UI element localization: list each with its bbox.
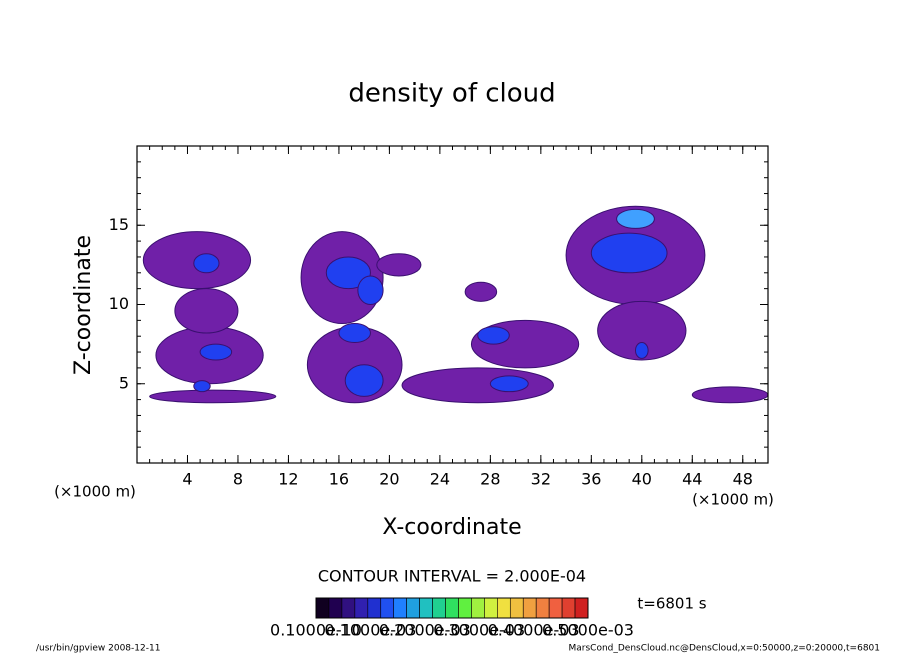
x-tick-label: 12: [278, 470, 298, 489]
y-tick-label: 10: [109, 294, 129, 313]
colorbar-swatch: [548, 597, 563, 619]
cloud-region: [338, 323, 371, 344]
x-tick-label: 48: [733, 470, 753, 489]
colorbar-swatch: [367, 597, 382, 619]
colorbar-swatch: [561, 597, 576, 619]
x-axis-title: X-coordinate: [382, 515, 521, 540]
x-tick-label: 44: [682, 470, 702, 489]
colorbar-swatch: [484, 597, 498, 619]
colorbar-swatch: [458, 597, 472, 619]
colorbar-label: 0.2000e-03: [379, 621, 471, 640]
colorbar-swatch: [445, 597, 459, 619]
x-tick-label: 32: [531, 470, 551, 489]
cloud-region: [597, 300, 687, 361]
cloud-region: [357, 275, 384, 305]
colorbar-swatch: [497, 597, 511, 619]
colorbar-swatch: [328, 597, 343, 619]
cloud-region: [489, 375, 529, 393]
x-tick-label: 40: [632, 470, 652, 489]
cloud-region: [590, 232, 668, 274]
footer-right: MarsCond_DensCloud.nc@DensCloud,x=0:5000…: [569, 644, 881, 654]
colorbar-swatch: [393, 597, 407, 619]
colorbar-swatch: [509, 597, 524, 619]
colorbar-swatch: [341, 597, 356, 619]
y-tick-label: 5: [119, 373, 129, 392]
colorbar-label: 0.5000e-03: [542, 621, 634, 640]
cloud-region: [464, 281, 498, 302]
y-unit: (×1000 m): [54, 483, 136, 501]
cloud-region: [401, 367, 554, 404]
contour-interval: CONTOUR INTERVAL = 2.000E-04: [318, 567, 586, 586]
cloud-region: [193, 253, 220, 274]
x-tick-label: 36: [581, 470, 601, 489]
colorbar-swatch: [380, 597, 395, 619]
cloud-region: [325, 256, 371, 290]
y-axis-title: Z-coordinate: [71, 235, 96, 375]
x-tick-label: 8: [233, 470, 243, 489]
colorbar-swatch: [419, 597, 433, 619]
colorbar-swatch: [406, 597, 420, 619]
x-tick-label: 16: [329, 470, 349, 489]
cloud-region: [634, 342, 649, 359]
x-tick-label: 20: [379, 470, 399, 489]
colorbar-swatch: [574, 597, 589, 619]
colorbar-swatch: [535, 597, 550, 619]
colorbar-label: 0.4000e-03: [488, 621, 580, 640]
cloud-region: [376, 253, 422, 277]
y-tick-label: 15: [109, 215, 129, 234]
cloud-region: [344, 364, 384, 397]
cloud-region: [174, 288, 239, 334]
x-tick-label: 4: [182, 470, 192, 489]
colorbar-frame: [315, 597, 589, 619]
x-unit: (×1000 m): [692, 491, 774, 509]
cloud-region: [199, 343, 233, 361]
colorbar-swatch: [432, 597, 446, 619]
cloud-region: [149, 389, 277, 404]
cloud-region: [691, 386, 769, 404]
colorbar-swatch: [522, 597, 537, 619]
colorbar-label: 0.1000e-10: [270, 621, 362, 640]
chart-title: density of cloud: [348, 79, 555, 109]
x-tick-label: 24: [430, 470, 450, 489]
cloud-region: [616, 208, 655, 229]
colorbar-swatch: [354, 597, 369, 619]
cloud-region: [477, 326, 510, 345]
colorbar-swatch: [315, 597, 330, 619]
x-tick-label: 28: [480, 470, 500, 489]
cloud-region: [193, 380, 211, 393]
colorbar-label: 0.1000e-03: [324, 621, 416, 640]
colorbar-swatch: [471, 597, 485, 619]
footer-left: /usr/bin/gpview 2008-12-11: [36, 644, 160, 654]
time-label: t=6801 s: [637, 595, 706, 613]
colorbar-label: 0.3000e-03: [433, 621, 525, 640]
